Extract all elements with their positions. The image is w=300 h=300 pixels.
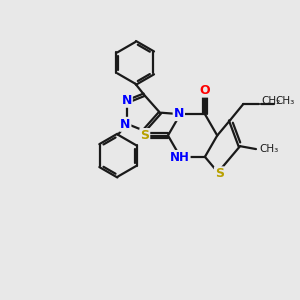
Text: N: N xyxy=(120,118,130,131)
Text: N: N xyxy=(122,94,132,107)
Text: NH: NH xyxy=(170,151,190,164)
Text: CH₂: CH₂ xyxy=(262,96,281,106)
Text: O: O xyxy=(200,84,210,97)
Text: N: N xyxy=(174,107,184,120)
Text: S: S xyxy=(140,129,149,142)
Text: CH₃: CH₃ xyxy=(259,144,278,154)
Text: S: S xyxy=(215,167,224,180)
Text: CH₃: CH₃ xyxy=(275,96,294,106)
